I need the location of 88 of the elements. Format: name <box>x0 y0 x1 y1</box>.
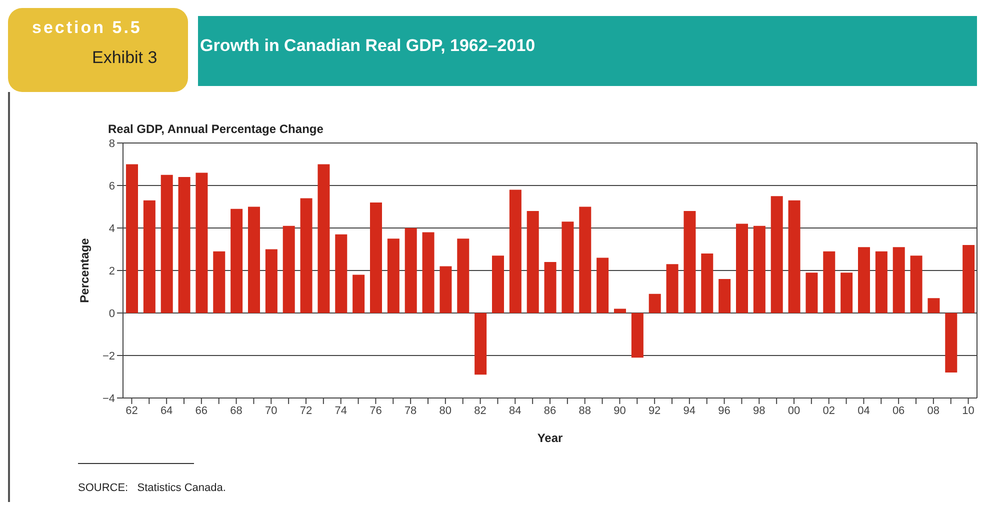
bar <box>928 298 940 313</box>
x-tick-label: 94 <box>683 404 696 417</box>
bar <box>160 174 173 313</box>
y-tick-label: 0 <box>108 308 115 320</box>
y-tick-label: −4 <box>102 392 115 405</box>
bar <box>492 256 504 313</box>
bar <box>875 251 888 313</box>
bar <box>126 164 138 313</box>
x-tick-label: 68 <box>230 404 242 417</box>
x-tick-label: 64 <box>160 404 173 417</box>
bar <box>910 256 922 313</box>
bar <box>370 202 382 313</box>
x-tick-label: 04 <box>858 404 870 417</box>
bar <box>544 262 556 313</box>
x-tick-label: 62 <box>126 404 138 417</box>
bar <box>614 308 626 313</box>
bar <box>562 222 574 313</box>
x-tick-label: 90 <box>614 404 626 417</box>
bar <box>770 196 783 313</box>
x-tick-label: 82 <box>474 404 486 417</box>
bar <box>404 228 417 313</box>
x-tick-label: 78 <box>404 404 417 417</box>
x-tick-label: 92 <box>648 404 661 417</box>
bar <box>509 190 522 313</box>
x-tick-label: 80 <box>439 404 452 417</box>
bar <box>823 251 836 313</box>
x-tick-label: 88 <box>578 404 591 417</box>
x-tick-label: 70 <box>265 404 278 417</box>
y-tick-label: 6 <box>108 180 115 192</box>
text: Exhibit 3 <box>92 48 158 68</box>
bar <box>248 206 260 313</box>
x-tick-label: 06 <box>892 404 905 417</box>
x-tick-label: 96 <box>718 404 730 417</box>
bar <box>230 208 243 313</box>
x-tick-label: 72 <box>300 404 312 417</box>
bar <box>526 211 539 313</box>
bar <box>684 211 696 313</box>
bar <box>858 247 870 313</box>
bar <box>666 264 678 313</box>
bar <box>282 226 295 313</box>
y-tick-label: −2 <box>102 350 115 362</box>
bar <box>806 272 818 313</box>
bar <box>631 313 644 358</box>
bar <box>143 200 156 313</box>
x-tick-label: 84 <box>509 404 522 417</box>
bar <box>422 232 434 313</box>
bar <box>352 274 365 313</box>
y-tick-label: 4 <box>108 222 115 235</box>
bar <box>579 206 592 313</box>
bar <box>300 198 312 313</box>
bar <box>318 164 330 313</box>
y-tick-label: 8 <box>108 138 115 150</box>
bar <box>265 249 278 313</box>
x-tick-label: 74 <box>334 404 347 417</box>
bar <box>440 266 452 313</box>
bar <box>178 177 190 313</box>
bar <box>701 254 714 313</box>
y-tick-label: 2 <box>108 265 115 278</box>
bar <box>945 313 958 372</box>
y-axis-title: Percentage <box>77 238 92 303</box>
x-tick-label: 02 <box>822 404 835 417</box>
x-tick-label: 76 <box>370 404 382 417</box>
x-axis-title: Year <box>537 431 564 445</box>
x-tick-label: 00 <box>788 404 800 417</box>
source-note: SOURCE: Statistics Canada. <box>78 482 226 494</box>
bar <box>753 226 766 313</box>
bar <box>718 279 731 313</box>
bar <box>736 224 748 313</box>
bar <box>840 272 853 313</box>
bar <box>596 258 609 313</box>
x-tick-label: 10 <box>962 404 974 417</box>
x-tick-label: 66 <box>195 404 208 417</box>
bar <box>788 200 800 313</box>
bar <box>648 294 661 313</box>
chart-subtitle: Real GDP, Annual Percentage Change <box>108 122 324 136</box>
chart-title: Growth in Canadian Real GDP, 1962–2010 <box>200 36 536 56</box>
bar <box>213 251 226 313</box>
x-tick-label: 08 <box>927 404 940 417</box>
bar <box>196 172 208 313</box>
bar <box>962 245 975 313</box>
bar <box>387 238 400 313</box>
bar <box>457 238 470 313</box>
text: section 5.5 <box>32 18 142 38</box>
bar <box>474 313 487 375</box>
x-tick-label: 98 <box>753 404 766 417</box>
bar <box>335 234 348 313</box>
bar <box>892 247 905 313</box>
x-tick-label: 86 <box>544 404 556 417</box>
